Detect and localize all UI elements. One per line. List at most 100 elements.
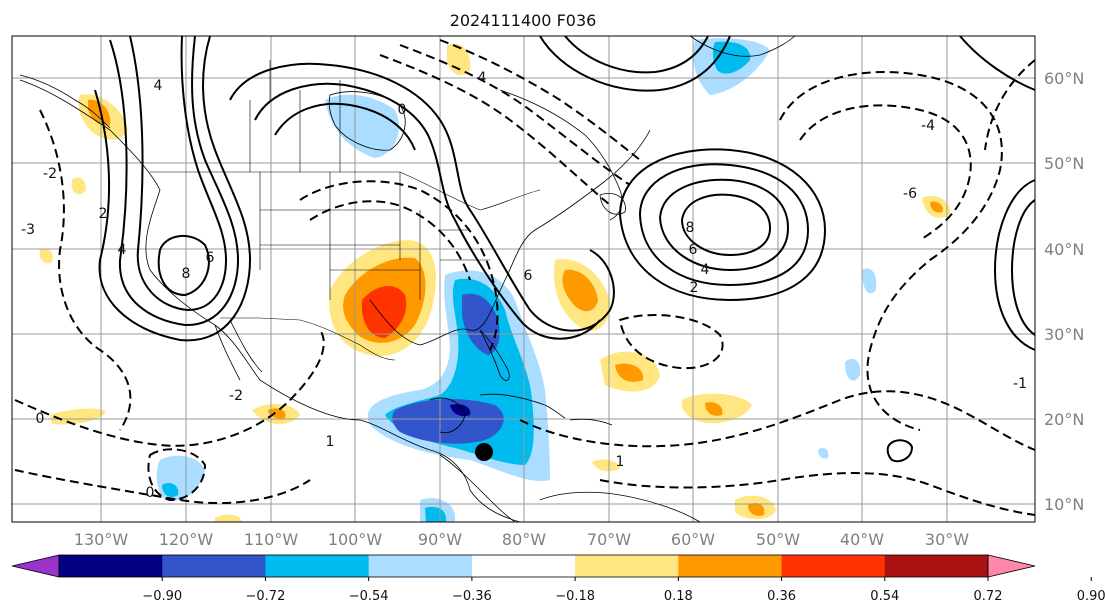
colorbar-tick-label: 0.90 [1077, 589, 1105, 604]
colorbar-cell [678, 555, 783, 577]
coast-cuba [479, 393, 566, 419]
contour-right-2 [1010, 199, 1036, 336]
colorbar-tick-label: 0.54 [870, 589, 899, 604]
map-panel: 4 0 2 4 6 8 6 4 2 -6 -4 -2 0 0 1 1 -1 -2… [11, 35, 1036, 523]
lat-label: 40°N [1044, 240, 1084, 259]
contour-label: 0 [36, 411, 45, 427]
coast-gulf [369, 129, 651, 346]
colorbar-ticks: −0.90 −0.72 −0.54 −0.36 −0.18 0.18 0.36 0.54 0.7… [142, 577, 1105, 604]
contour-neg-atl-2 [799, 104, 972, 241]
longitude-labels: 130°W 120°W 110°W 100°W 90°W 80°W 70°W 6… [74, 530, 969, 549]
contour-label: 6 [206, 250, 215, 266]
contour-labels: 4 0 2 4 6 8 6 4 2 -6 -4 -2 0 0 1 1 -1 -2… [21, 70, 1027, 501]
coast-greenland [689, 35, 796, 57]
lon-label: 90°W [418, 530, 462, 549]
contour-label: 4 [118, 242, 127, 258]
contour-label: -1 [1013, 376, 1027, 392]
colorbar: −0.90 −0.72 −0.54 −0.36 −0.18 0.18 0.36 0.54 0.7… [11, 554, 1105, 604]
contour-trough-2 [254, 82, 601, 340]
contour-label: 6 [689, 242, 698, 258]
contour-trough-1 [229, 62, 615, 332]
colorbar-tick-label: −0.54 [349, 589, 389, 604]
colorbar-outline [58, 554, 989, 578]
lon-label: 110°W [244, 530, 299, 549]
contour-label: -6 [903, 186, 917, 202]
contour-neg-ne-1 [379, 54, 611, 206]
colorbar-cell [471, 555, 576, 577]
colorbar-tick-label: −0.90 [142, 589, 182, 604]
lat-label: 20°N [1044, 410, 1084, 429]
colorbar-extend-high [987, 554, 1036, 578]
coast-florida [479, 329, 510, 381]
contour-neg-sw-2 [14, 469, 311, 505]
contour-neg-atl-big [779, 71, 1003, 431]
shade-pos-texas-core [361, 285, 407, 338]
colorbar-cell [162, 555, 266, 577]
border-us-canada [150, 171, 541, 211]
contour-neg-pac-ring [147, 448, 207, 502]
latitude-labels: 60°N 50°N 40°N 30°N 20°N 10°N [1044, 69, 1084, 514]
contour-neg-central-1 [299, 180, 499, 351]
contour-small-ring [886, 439, 914, 463]
lon-label: 100°W [328, 530, 383, 549]
coast-hudson [328, 91, 406, 151]
contour-label: 8 [686, 220, 695, 236]
coast-central-am [439, 454, 516, 523]
lat-label: 50°N [1044, 154, 1084, 173]
colorbar-cell [59, 555, 163, 577]
coast-newfoundland [599, 193, 626, 215]
lon-label: 30°W [925, 530, 969, 549]
shade-pos-small-4 [215, 514, 242, 522]
colorbar-cell [265, 555, 370, 577]
contour-label: 4 [478, 70, 487, 86]
contour-label: 2 [99, 206, 108, 222]
contour-label: -2 [229, 388, 243, 404]
border-canada-prov [249, 60, 341, 172]
contour-label: 2 [690, 280, 699, 296]
shade-neg-pac-core [162, 483, 179, 497]
contour-high-ne-2 [564, 35, 709, 74]
contour-right-1 [993, 179, 1036, 351]
shade-pos-small-3 [39, 248, 53, 264]
contours-negative [14, 39, 1036, 516]
shade-neg-small [818, 447, 829, 459]
coast-hispaniola [569, 418, 613, 426]
shade-pos-atlantic-core [562, 269, 598, 312]
colorbar-cells [11, 554, 1036, 578]
plot-title: 2024111400 F036 [450, 11, 597, 30]
contour-neg-nw [39, 109, 132, 431]
shaded-field [39, 38, 951, 522]
lon-label: 130°W [74, 530, 129, 549]
contour-ridge-w-3 [129, 35, 228, 312]
contour-label: 1 [616, 454, 625, 470]
contours-positive [94, 35, 1036, 463]
lat-label: 60°N [1044, 69, 1084, 88]
contour-label: 0 [146, 485, 155, 501]
contour-ridge-w-1 [94, 35, 252, 342]
contour-high-east-1 [618, 148, 827, 302]
contour-label: 1 [326, 434, 335, 450]
shade-pos-carib [592, 459, 620, 472]
contour-label: -2 [43, 166, 57, 182]
contour-label: 4 [701, 262, 710, 278]
colorbar-tick-label: −0.72 [246, 589, 286, 604]
contour-right-top [959, 35, 1036, 91]
shade-pos-east-atl-core [930, 201, 943, 213]
contour-low-w [157, 235, 210, 297]
contour-label: 0 [398, 102, 407, 118]
coastlines [19, 35, 796, 523]
contour-trough-3 [274, 102, 416, 151]
contour-neg-sw-1 [14, 329, 325, 447]
shade-pos-atlantic-2-core [615, 363, 644, 382]
coast-baja [214, 319, 263, 381]
lat-label: 10°N [1044, 495, 1084, 514]
contour-neg-south-1 [519, 390, 1036, 451]
map-frame [11, 35, 1036, 523]
shade-pos-pacific-sw [50, 408, 106, 425]
border-states-2 [399, 172, 490, 300]
colorbar-tick-label: 0.36 [767, 589, 796, 604]
contour-neg-far-right [984, 59, 1036, 151]
lon-label: 120°W [159, 530, 214, 549]
colorbar-extend-low [11, 554, 60, 578]
colorbar-tick-label: −0.36 [452, 589, 492, 604]
